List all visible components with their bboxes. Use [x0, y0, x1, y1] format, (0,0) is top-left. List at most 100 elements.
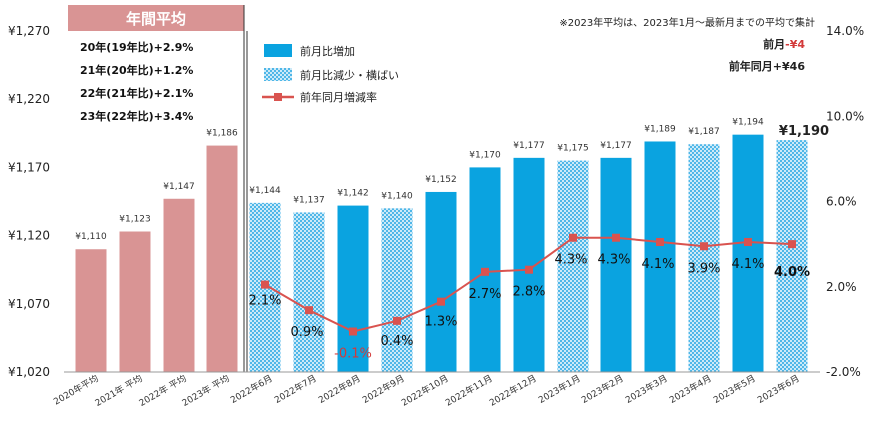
y-axis-right: -2.0% 2.0% 6.0% 10.0% 14.0% — [826, 24, 864, 379]
x-tick-label: 2023年6月 — [755, 372, 801, 406]
bar-value-label: ¥1,137 — [293, 195, 325, 205]
x-tick-label: 2023年2月 — [579, 372, 625, 406]
yoy-rate-label: 0.9% — [290, 325, 323, 340]
yoy-rate-marker — [525, 265, 533, 274]
bar-value-label: ¥1,175 — [557, 144, 589, 154]
x-tick-label: 2023年5月 — [711, 372, 757, 406]
bar-value-label: ¥1,170 — [469, 150, 501, 160]
x-tick-label: 2023年4月 — [667, 372, 713, 406]
mom-label: 前月 — [763, 37, 785, 51]
yoy-rate-marker — [349, 327, 357, 336]
x-tick-label: 2022年 平均 — [137, 372, 189, 409]
x-tick-label: 2022年10月 — [399, 372, 450, 409]
yoy-rate-marker — [437, 297, 445, 306]
y-axis-left: ¥1,020 ¥1,070 ¥1,120 ¥1,170 ¥1,220 ¥1,270 — [8, 24, 50, 379]
yoy-2022: 22年(21年比)+2.1% — [80, 86, 193, 100]
bar — [381, 208, 413, 372]
bar — [293, 212, 325, 372]
y-tick-label: ¥1,020 — [8, 365, 50, 379]
legend: 前月比増加 前月比減少・横ばい 前年同月増減率 — [262, 44, 399, 104]
yoy-rate-marker — [788, 240, 796, 249]
bar — [513, 157, 545, 372]
x-tick-label: 2021年 平均 — [93, 372, 145, 409]
bar — [206, 145, 238, 372]
mom-change: 前月-¥4 — [763, 37, 805, 51]
yoy-rate-marker — [481, 267, 489, 276]
yoy-rate-label: 2.7% — [468, 287, 501, 302]
bar-value-label: ¥1,144 — [249, 186, 281, 196]
bar-value-label: ¥1,142 — [337, 189, 369, 199]
yoy-rate-marker — [656, 237, 664, 246]
note-2023-average: ※2023年平均は、2023年1月～最新月までの平均で集計 — [559, 16, 815, 29]
y2-tick-label: -2.0% — [826, 365, 861, 379]
yoy-rate-marker — [261, 280, 269, 289]
yoy-rate-label: 4.1% — [731, 257, 764, 272]
mom-value: -¥4 — [785, 38, 805, 51]
y2-tick-label: 6.0% — [826, 195, 857, 209]
bar — [644, 141, 676, 372]
bar — [425, 191, 457, 372]
yoy-rate-label: 0.4% — [380, 334, 413, 349]
y2-tick-label: 2.0% — [826, 280, 857, 294]
yoy-rate-line: 2.1% 0.9% -0.1% 0.4% 1.3% 2.7% 2.8% 4.3% 4.3% 4.1… — [248, 233, 810, 362]
yoy-2023: 23年(22年比)+3.4% — [80, 109, 193, 123]
yoy-rate-marker — [612, 233, 620, 242]
yoy-rate-label: 1.3% — [424, 315, 457, 330]
bar — [163, 198, 195, 372]
x-tick-label: 2022年12月 — [487, 372, 538, 409]
legend-marker — [274, 93, 282, 101]
legend-label-decrease: 前月比減少・横ばい — [300, 68, 399, 82]
bars — [75, 134, 808, 372]
yoy-rate-label: 4.1% — [641, 257, 674, 272]
yoy-rate-marker — [569, 233, 577, 242]
bar — [557, 160, 589, 372]
yoy-rate-marker — [700, 242, 708, 251]
yoy-rate-label: 4.0% — [774, 265, 810, 280]
bar-value-label: ¥1,123 — [119, 215, 151, 225]
bar-value-label: ¥1,152 — [425, 175, 457, 185]
y-tick-label: ¥1,270 — [8, 24, 50, 38]
bar-value-label: ¥1,110 — [75, 232, 107, 242]
bar-value-label: ¥1,177 — [513, 141, 545, 151]
x-tick-label: 2022年7月 — [272, 372, 318, 406]
bar — [75, 249, 107, 372]
bar-value-label: ¥1,194 — [732, 118, 764, 128]
bar-value-label: ¥1,187 — [688, 127, 720, 137]
y-tick-label: ¥1,070 — [8, 297, 50, 311]
bar — [732, 134, 764, 372]
legend-swatch-increase — [264, 44, 292, 57]
yoy-rate-label: 4.3% — [554, 253, 587, 268]
yoy-rate-label: 4.3% — [597, 253, 630, 268]
x-tick-label: 2023年3月 — [623, 372, 669, 406]
y-tick-label: ¥1,120 — [8, 229, 50, 243]
bar-value-label: ¥1,186 — [206, 129, 238, 139]
yoy-rate-label: 2.8% — [512, 285, 545, 300]
x-tick-label: 2023年 平均 — [180, 372, 232, 409]
legend-swatch-decrease — [264, 68, 292, 81]
x-tick-label: 2022年6月 — [228, 372, 274, 406]
y2-tick-label: 10.0% — [826, 109, 864, 123]
average-title: 年間平均 — [126, 10, 186, 28]
y-tick-label: ¥1,170 — [8, 160, 50, 174]
bar-value-label: ¥1,190 — [779, 124, 829, 139]
yoy-rate-marker — [393, 316, 401, 325]
yoy-rate-label: -0.1% — [334, 347, 372, 362]
bar — [776, 140, 808, 372]
yoy-2020: 20年(19年比)+2.9% — [80, 40, 193, 54]
yoy-month-change: 前年同月+¥46 — [729, 59, 806, 73]
yoy-rate-marker — [744, 237, 752, 246]
legend-label-line: 前年同月増減率 — [300, 90, 377, 104]
y-tick-label: ¥1,220 — [8, 92, 50, 106]
x-tick-label: 2023年1月 — [536, 372, 582, 406]
x-tick-label: 2022年11月 — [443, 372, 494, 409]
yoy-rate-marker — [305, 306, 313, 315]
bar — [600, 157, 632, 372]
y2-tick-label: 14.0% — [826, 24, 864, 38]
bar — [337, 205, 369, 372]
x-tick-label: 2022年8月 — [316, 372, 362, 406]
bar-value-label: ¥1,177 — [600, 141, 632, 151]
average-title-box — [68, 5, 244, 31]
yoy-rate-label: 2.1% — [248, 294, 281, 309]
